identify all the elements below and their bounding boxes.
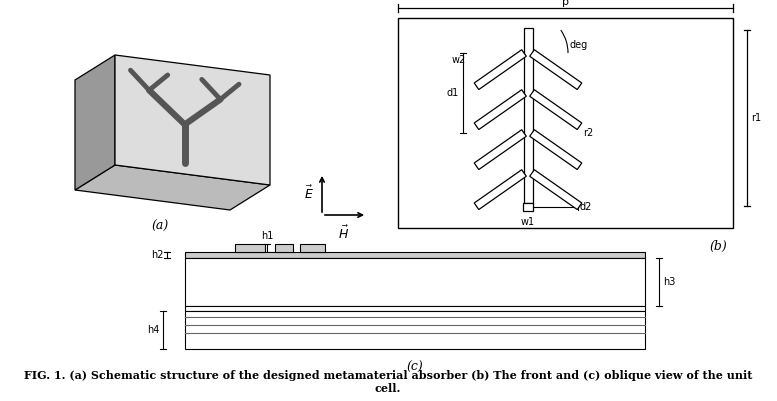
Text: r2: r2 [583, 128, 594, 138]
Text: cell.: cell. [375, 383, 401, 394]
Text: (c): (c) [406, 361, 423, 374]
Polygon shape [75, 165, 270, 210]
Bar [235, 244, 265, 252]
Bar [185, 258, 645, 306]
Polygon shape [474, 90, 526, 130]
Bar [275, 244, 293, 252]
Polygon shape [530, 90, 582, 130]
Bar [398, 18, 733, 228]
Polygon shape [530, 130, 582, 170]
Text: d1: d1 [447, 88, 459, 98]
Text: d2: d2 [580, 202, 592, 212]
Polygon shape [75, 55, 115, 190]
Text: (a): (a) [152, 220, 169, 233]
Text: (b): (b) [709, 240, 726, 253]
Bar [185, 306, 645, 311]
Text: deg: deg [570, 40, 588, 50]
Bar [523, 203, 533, 211]
Text: h3: h3 [663, 277, 675, 287]
Polygon shape [530, 170, 582, 210]
Bar [185, 252, 645, 258]
Text: $\vec{H}$: $\vec{H}$ [339, 225, 350, 242]
Bar [524, 28, 533, 203]
Text: h4: h4 [148, 325, 160, 335]
Bar [300, 244, 325, 252]
Bar [185, 311, 645, 349]
Text: h2: h2 [152, 250, 164, 260]
Polygon shape [115, 55, 270, 185]
Text: w1: w1 [521, 217, 535, 227]
Polygon shape [530, 50, 582, 89]
Text: r1: r1 [751, 113, 761, 123]
Polygon shape [474, 170, 526, 210]
Text: w2: w2 [451, 55, 466, 65]
Text: h1: h1 [261, 231, 274, 241]
Text: p: p [562, 0, 569, 7]
Polygon shape [474, 130, 526, 170]
Text: FIG. 1. (a) Schematic structure of the designed metamaterial absorber (b) The fr: FIG. 1. (a) Schematic structure of the d… [24, 370, 752, 381]
Polygon shape [474, 50, 526, 89]
Text: $\vec{E}$: $\vec{E}$ [304, 184, 314, 202]
